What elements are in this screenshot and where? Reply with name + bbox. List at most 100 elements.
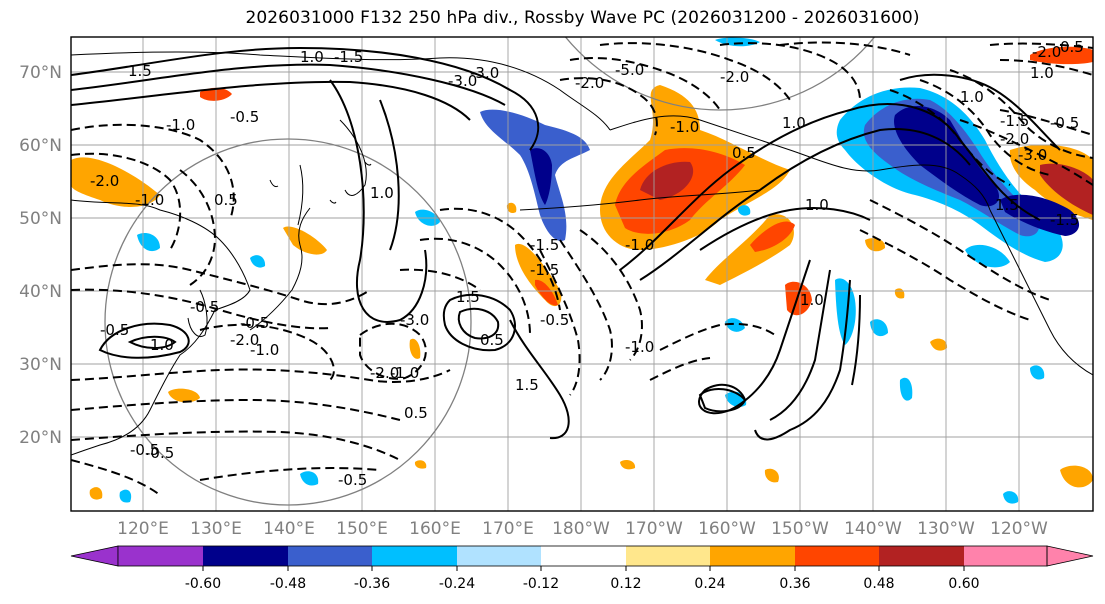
coastline-japan bbox=[249, 207, 311, 331]
colorbar-label: -0.36 bbox=[354, 576, 390, 592]
shade-positive-small-2 bbox=[168, 388, 200, 403]
contour-label: 1.0 bbox=[1030, 64, 1054, 82]
contour-label: -1.0 bbox=[390, 364, 419, 382]
dashed-contour-14 bbox=[399, 268, 481, 291]
contour-label: -0.5 bbox=[130, 441, 159, 459]
dashed-contour-6 bbox=[199, 323, 335, 381]
contour-label: 0.5 bbox=[480, 331, 504, 349]
shade-positive-small-7 bbox=[89, 487, 103, 500]
shade-negative-bering-core bbox=[530, 148, 552, 205]
dashed-contour-32 bbox=[999, 109, 1093, 136]
dashed-contour-26 bbox=[859, 229, 1031, 321]
coastline-islands bbox=[269, 161, 372, 204]
contour-label: -2.0 bbox=[1000, 130, 1029, 148]
colorbar-label: -0.48 bbox=[270, 576, 306, 592]
contour-label: 0.5 bbox=[404, 404, 428, 422]
colorbar-segment bbox=[710, 546, 795, 566]
contour-label: -2.0 bbox=[90, 172, 119, 190]
dashed-contour-29 bbox=[949, 69, 1093, 159]
colorbar-label: -0.60 bbox=[185, 576, 221, 592]
shade-negative-small-13 bbox=[1030, 365, 1045, 380]
solid-contour-small-loop-east bbox=[698, 388, 747, 413]
solid-contour-west-loop bbox=[98, 322, 190, 359]
contour-label: -1.0 bbox=[135, 191, 164, 209]
colorbar-segment bbox=[626, 546, 710, 566]
solid-contour-north-3 bbox=[71, 80, 471, 121]
contour-label: -0.5 bbox=[230, 108, 259, 126]
contour-label: -1.5 bbox=[1000, 112, 1029, 130]
lon-label: 160°W bbox=[698, 519, 756, 539]
dashed-contour-11 bbox=[359, 322, 427, 380]
lon-label: 120°E bbox=[117, 519, 169, 539]
contour-label: 1.0 bbox=[370, 184, 394, 202]
shade-positive-small-1 bbox=[409, 338, 421, 359]
lat-axis: 70°N 60°N 50°N 40°N 30°N 20°N bbox=[19, 63, 62, 448]
contour-label: 1.0 bbox=[782, 114, 806, 132]
coastline-sakhalin bbox=[297, 164, 304, 226]
shade-positive-small-4 bbox=[1060, 465, 1093, 488]
colorbar-labels: -0.60 -0.48 -0.36 -0.24 -0.12 0.12 0.24 … bbox=[185, 576, 980, 592]
contour-label: 0.5 bbox=[214, 191, 238, 209]
shade-negative-small-5 bbox=[870, 319, 888, 337]
shade-positive-hawaii-north bbox=[785, 281, 812, 316]
solid-contour-midpac-tail bbox=[509, 319, 570, 440]
lon-label: 170°E bbox=[482, 519, 534, 539]
contour-label: -1.0 bbox=[670, 118, 699, 136]
dashed-contour-16 bbox=[559, 77, 658, 136]
lon-label: 140°E bbox=[263, 519, 315, 539]
contour-label: -0.5 bbox=[145, 444, 174, 462]
lat-label: 70°N bbox=[19, 63, 62, 83]
contour-label: -0.5 bbox=[240, 314, 269, 332]
colorbar-segment bbox=[203, 546, 288, 566]
colorbar-segment bbox=[964, 546, 1047, 566]
dashed-contour-9 bbox=[71, 430, 401, 461]
shade-negative-small-10 bbox=[737, 205, 751, 216]
colorbar-label: 0.48 bbox=[863, 576, 894, 592]
colorbar-segment bbox=[879, 546, 964, 566]
solid-contour-na-1 bbox=[899, 73, 1061, 151]
dashed-contour-18 bbox=[719, 42, 861, 101]
solid-contour-central-1 bbox=[329, 79, 428, 323]
dashed-contour-17 bbox=[599, 42, 791, 101]
reference-circles bbox=[104, 37, 876, 506]
contour-label: -3.0 bbox=[470, 64, 499, 82]
dashed-contour-12 bbox=[439, 207, 561, 311]
shade-negative-small-9 bbox=[965, 244, 1010, 268]
dashed-contour-30 bbox=[999, 59, 1093, 76]
dashed-contour-34 bbox=[71, 459, 161, 496]
lon-label: 180°W bbox=[552, 519, 610, 539]
contour-label: 1.5 bbox=[995, 196, 1019, 214]
contour-label: -1.5 bbox=[530, 261, 559, 279]
colorbar-label: 0.24 bbox=[694, 576, 725, 592]
lon-label: 140°W bbox=[844, 519, 902, 539]
solid-contour-central-2 bbox=[379, 99, 400, 251]
dashed-contour-23 bbox=[659, 322, 776, 351]
colorbar-segment bbox=[372, 546, 457, 566]
shade-negative-small-6 bbox=[899, 377, 913, 401]
contour-label: -2.0 bbox=[370, 364, 399, 382]
coastline-alaska bbox=[609, 115, 991, 211]
shade-positive-wchina bbox=[71, 157, 160, 207]
colorbar-extend-positive bbox=[1046, 545, 1094, 567]
contour-label: -2.0 bbox=[575, 74, 604, 92]
shade-negative-gulf-alaska-core bbox=[894, 105, 1000, 207]
map-content: 1.5 1.0 -0.5 -1.5 -3.0 -1.0 -2.0 -1.0 0.… bbox=[71, 37, 1093, 511]
solid-contour-north-1 bbox=[71, 46, 540, 151]
colorbar-frame bbox=[117, 545, 1048, 567]
lat-label: 60°N bbox=[19, 136, 62, 156]
contour-label: -1.0 bbox=[625, 338, 654, 356]
colorbar-label: 0.12 bbox=[610, 576, 641, 592]
contour-label: 1.5 bbox=[456, 288, 480, 306]
lat-label: 50°N bbox=[19, 209, 62, 229]
colorbar-segment bbox=[457, 546, 541, 566]
dashed-contour-28 bbox=[919, 79, 1051, 176]
lat-label: 30°N bbox=[19, 355, 62, 375]
dashed-contour-19 bbox=[779, 41, 911, 56]
solid-contour-trough-3 bbox=[754, 279, 851, 441]
coastline-siberia-north bbox=[71, 51, 611, 131]
map-panel: 1.5 1.0 -0.5 -1.5 -3.0 -1.0 -2.0 -1.0 0.… bbox=[70, 36, 1094, 512]
chart-title: 2026031000 F132 250 hPa div., Rossby Wav… bbox=[245, 8, 920, 28]
contour-label: -3.0 bbox=[400, 311, 429, 329]
shade-positive-midpac-core bbox=[535, 279, 558, 306]
shade-positive-hokkaido bbox=[283, 226, 327, 255]
